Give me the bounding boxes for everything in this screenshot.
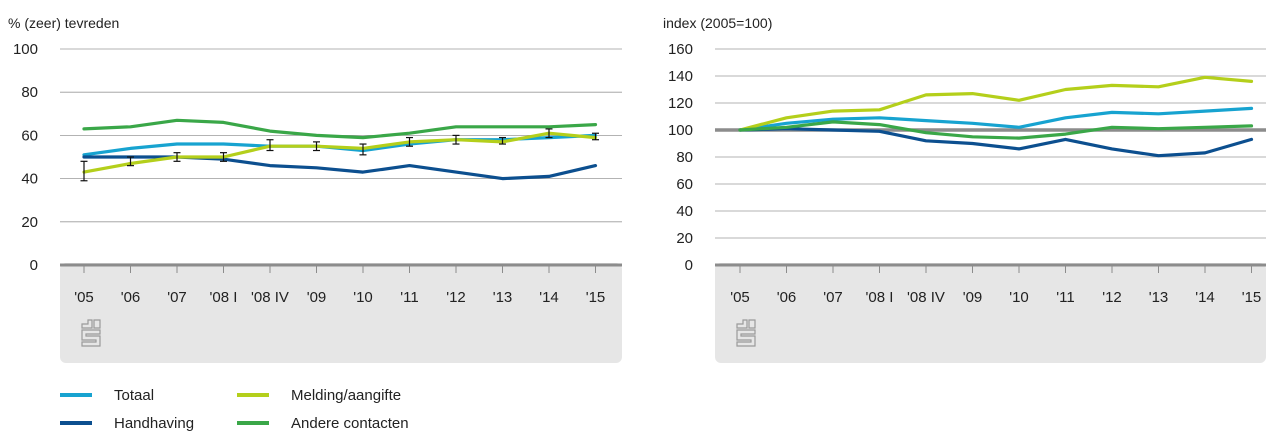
legend-label-melding-aangifte: Melding/aangifte: [291, 386, 402, 404]
y-tick-label: 140: [668, 68, 693, 85]
legend-label-handhaving: Handhaving: [114, 414, 195, 432]
x-tick-label: '08 IV: [251, 289, 289, 306]
x-tick-label: '08 I: [866, 289, 894, 306]
x-tick-label: '08 I: [210, 289, 238, 306]
x-tick-label: '15: [586, 289, 606, 306]
error-bar: [406, 136, 413, 147]
y-axis-label: % (zeer) tevreden: [8, 15, 119, 31]
series-line-andere-contacten: [82, 118, 598, 140]
error-bar: [220, 152, 227, 162]
error-bar: [499, 136, 506, 145]
x-tick-label: '05: [74, 289, 94, 306]
series-line-handhaving: [738, 127, 1254, 158]
y-tick-label: 40: [676, 203, 693, 220]
error-bar: [452, 134, 460, 145]
x-tick-label: '14: [539, 289, 559, 306]
x-tick-label: '09: [307, 289, 327, 306]
x-tick-label: '12: [1102, 289, 1122, 306]
x-tick-label: '13: [1149, 289, 1169, 306]
error-bar: [359, 143, 367, 156]
y-tick-label: 60: [21, 127, 38, 144]
x-tick-label: '06: [777, 289, 797, 306]
y-tick-label: 80: [21, 84, 38, 101]
cbs-logo-icon: [81, 319, 101, 347]
y-tick-label: 120: [668, 95, 693, 112]
cbs-logo-shape: [736, 319, 756, 347]
legend-swatch-andere-contacten: [237, 421, 269, 425]
y-tick-label: 100: [13, 41, 38, 58]
legend-item-andere-contacten: Andere contacten: [237, 413, 409, 433]
x-tick-label: '13: [493, 289, 513, 306]
legend-swatch-totaal: [60, 393, 92, 397]
series-line-andere-contacten: [738, 120, 1254, 140]
legend-item-totaal: Totaal: [60, 385, 154, 405]
cbs-logo-icon: [736, 319, 756, 347]
y-tick-label: 0: [30, 257, 38, 274]
y-tick-label: 40: [21, 171, 38, 188]
series-line-melding-aangifte: [82, 131, 598, 174]
y-tick-label: 20: [676, 230, 693, 247]
legend-swatch-handhaving: [60, 421, 92, 425]
chart-1: % (zeer) tevreden 0 20 40 60 80 100 '05 '06 '07 '0…: [8, 15, 622, 363]
y-tick-label: 0: [685, 257, 693, 274]
x-tick-label: '07: [167, 289, 187, 306]
error-bar: [266, 139, 274, 152]
series-line-totaal: [738, 106, 1254, 132]
x-axis-panel: [715, 263, 1266, 363]
y-tick-label: 20: [21, 214, 38, 231]
x-tick-label: '08 IV: [907, 289, 945, 306]
error-bar: [173, 152, 181, 162]
y-tick-label: 100: [668, 122, 693, 139]
series-line-melding-aangifte: [738, 75, 1254, 132]
chart-2: index (2005=100) 0 20 40 60 80 100 120 140 160 '05…: [663, 15, 1266, 363]
x-tick-label: '14: [1195, 289, 1215, 306]
x-tick-label: '10: [1009, 289, 1029, 306]
legend-label-totaal: Totaal: [114, 386, 155, 404]
legend: Totaal Melding/aangifte Handhaving Ander…: [60, 385, 520, 432]
cbs-logo-shape: [81, 319, 101, 347]
legend-label-andere-contacten: Andere contacten: [291, 414, 409, 432]
x-tick-label: '07: [823, 289, 843, 306]
legend-item-melding-aangifte: Melding/aangifte: [237, 385, 401, 405]
y-tick-label: 160: [668, 41, 693, 58]
error-bar: [313, 141, 320, 152]
error-bar: [545, 128, 553, 139]
error-bar: [127, 156, 134, 167]
x-tick-label: '09: [963, 289, 983, 306]
error-bar: [80, 160, 88, 182]
x-tick-label: '05: [730, 289, 750, 306]
legend-swatch-melding-aangifte: [237, 393, 269, 397]
x-tick-label: '10: [353, 289, 373, 306]
x-tick-label: '15: [1242, 289, 1262, 306]
x-axis-panel: [60, 263, 622, 363]
x-tick-label: '11: [400, 289, 418, 306]
legend-item-handhaving: Handhaving: [60, 413, 194, 433]
x-tick-label: '12: [446, 289, 466, 306]
x-tick-label: '11: [1056, 289, 1074, 306]
y-tick-label: 80: [676, 149, 693, 166]
y-tick-label: 60: [676, 176, 693, 193]
x-tick-label: '06: [121, 289, 141, 306]
y-axis-label: index (2005=100): [663, 15, 772, 31]
error-bar: [592, 132, 599, 141]
